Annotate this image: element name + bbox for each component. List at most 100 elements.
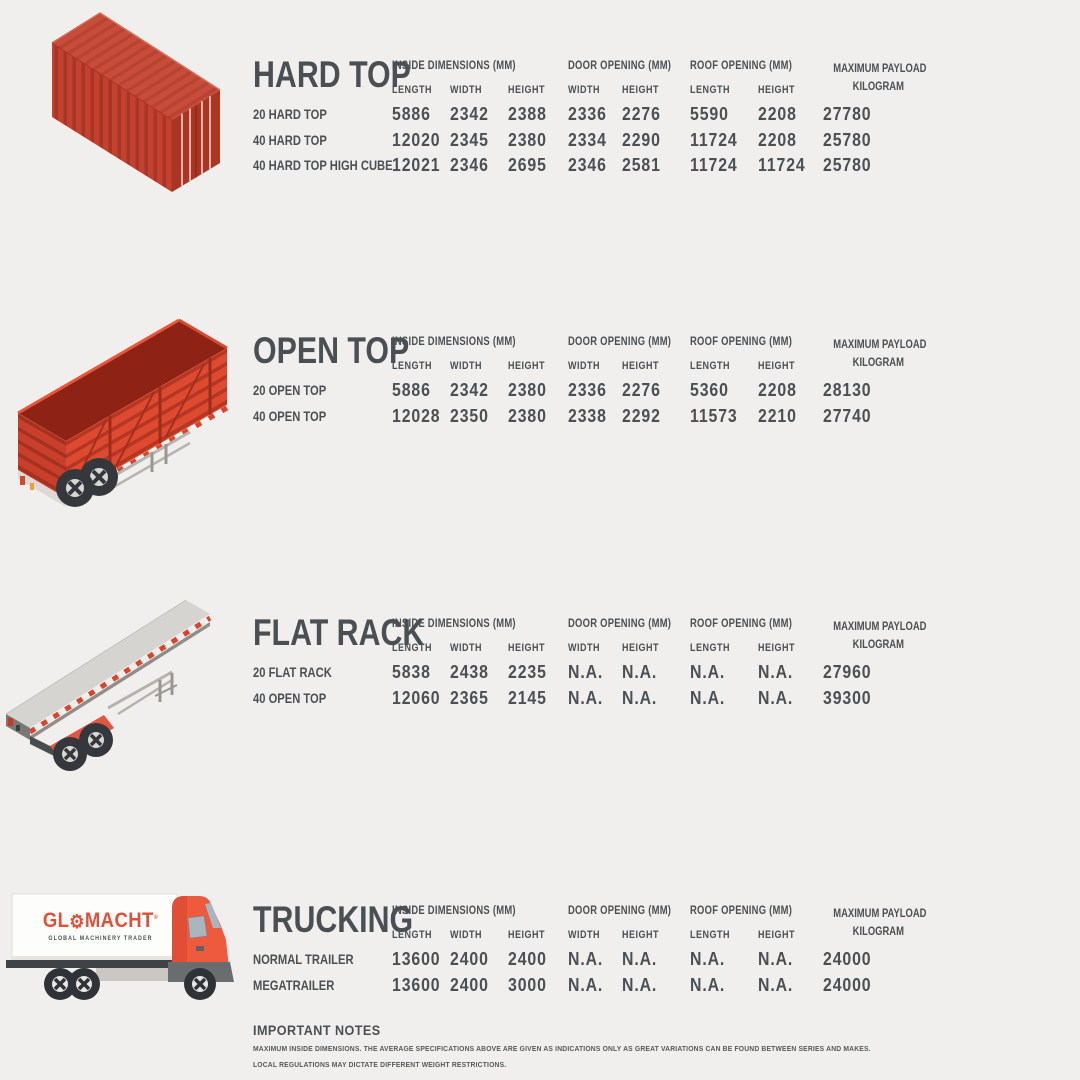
column-subheader: HEIGHT	[508, 84, 546, 96]
trailer-wheel-icon	[56, 469, 94, 507]
table-cell: 2342	[450, 104, 489, 124]
section-title: TRUCKING	[253, 899, 414, 940]
table-cell: N.A.	[758, 662, 794, 682]
row-label: MEGATRAILER	[253, 976, 335, 993]
truck-box-body	[11, 893, 178, 961]
column-header-inside-dimensions: INSIDE DIMENSIONS (MM)	[392, 618, 516, 630]
column-header-roof-opening: ROOF OPENING (MM)	[690, 60, 793, 72]
table-cell: 27960	[823, 662, 872, 682]
table-cell: N.A.	[622, 662, 658, 682]
table-cell: 2380	[508, 405, 547, 426]
trailer-wheel-icon	[79, 723, 113, 757]
table-cell: 2350	[450, 405, 489, 426]
turn-light-icon	[30, 483, 34, 490]
table-cell: 27780	[823, 104, 872, 124]
table-cell: N.A.	[622, 949, 658, 969]
table-cell: 2400	[508, 949, 547, 969]
row-label: 40 HARD TOP HIGH CUBE	[253, 157, 393, 173]
table-cell: 11573	[690, 405, 738, 426]
table-cell: 28130	[823, 380, 872, 400]
table-cell: 12060	[392, 687, 441, 708]
column-subheader: LENGTH	[690, 84, 731, 96]
column-header-roof-opening: ROOF OPENING (MM)	[690, 618, 793, 630]
table-cell: 2276	[622, 380, 661, 400]
row-label: NORMAL TRAILER	[253, 951, 354, 967]
notes-line: LOCAL REGULATIONS MAY DICTATE DIFFERENT …	[253, 1060, 507, 1069]
table-cell: 2581	[622, 155, 661, 175]
table-cell: 2400	[450, 974, 489, 995]
column-header-max-payload: MAXIMUM PAYLOAD KILOGRAM	[833, 621, 927, 651]
column-header-inside-dimensions: INSIDE DIMENSIONS (MM)	[392, 60, 516, 72]
table-cell: 2276	[622, 104, 661, 124]
table-cell: 2342	[450, 380, 489, 400]
table-cell: 2365	[450, 687, 489, 708]
column-subheader: WIDTH	[568, 642, 601, 654]
column-subheader: HEIGHT	[758, 84, 796, 96]
notes-line: MAXIMUM INSIDE DIMENSIONS. THE AVERAGE S…	[253, 1044, 871, 1053]
column-subheader: HEIGHT	[508, 929, 546, 941]
table-cell: 2345	[450, 129, 489, 150]
table-cell: 2400	[450, 949, 489, 969]
column-subheader: WIDTH	[568, 929, 601, 941]
column-header-door-opening: DOOR OPENING (MM)	[568, 905, 672, 917]
table-cell: N.A.	[568, 974, 604, 995]
table-cell: 5886	[392, 380, 431, 400]
column-header-max-payload: MAXIMUM PAYLOAD KILOGRAM	[833, 908, 927, 938]
column-header-inside-dimensions: INSIDE DIMENSIONS (MM)	[392, 905, 516, 917]
table-cell: 25780	[823, 129, 872, 150]
cab-window	[187, 915, 208, 939]
table-cell: 2380	[508, 380, 547, 400]
table-cell: 12021	[392, 155, 441, 175]
tail-light-icon	[8, 718, 13, 726]
column-header-max-payload: MAXIMUM PAYLOAD KILOGRAM	[833, 339, 927, 369]
table-cell: N.A.	[758, 974, 794, 995]
spec-table-hard-top: HARD TOP INSIDE DIMENSIONS (MM) DOOR OPE…	[253, 52, 935, 179]
truck-wheel-icon	[184, 968, 216, 1000]
table-cell: 2208	[758, 380, 797, 400]
windshield	[205, 903, 221, 928]
row-label: 20 HARD TOP	[253, 106, 327, 122]
table-cell: 2290	[622, 129, 661, 150]
column-subheader: HEIGHT	[622, 929, 660, 941]
notes-title: IMPORTANT NOTES	[253, 1022, 381, 1038]
table-cell: 2336	[568, 104, 607, 124]
column-subheader: LENGTH	[690, 360, 731, 372]
table-cell: 5360	[690, 380, 729, 400]
table-cell: 11724	[758, 155, 806, 175]
table-cell: 12028	[392, 405, 441, 426]
hard-top-container-illustration	[51, 12, 221, 192]
truck-wheel-icon	[68, 968, 100, 1000]
table-cell: N.A.	[758, 949, 794, 969]
table-cell: 2380	[508, 129, 547, 150]
table-cell: 2292	[622, 405, 661, 426]
table-cell: 2338	[568, 405, 607, 426]
table-cell: 2438	[450, 662, 489, 682]
flat-rack-illustration	[5, 599, 212, 771]
table-cell: 2334	[568, 129, 607, 150]
row-label: 40 HARD TOP	[253, 131, 327, 148]
table-cell: N.A.	[690, 687, 726, 708]
section-title: FLAT RACK	[253, 612, 425, 653]
table-cell: 2346	[568, 155, 607, 175]
registered-mark: ®	[153, 915, 159, 921]
container-side-face	[52, 43, 172, 192]
section-title: OPEN TOP	[253, 330, 410, 371]
table-cell: 2208	[758, 129, 797, 150]
table-cell: N.A.	[758, 687, 794, 708]
spec-table-open-top: OPEN TOP INSIDE DIMENSIONS (MM) DOOR OPE…	[253, 328, 935, 429]
table-cell: 13600	[392, 949, 441, 969]
column-header-roof-opening: ROOF OPENING (MM)	[690, 336, 793, 348]
column-subheader: HEIGHT	[758, 929, 796, 941]
column-subheader: HEIGHT	[758, 642, 796, 654]
spec-table-flat-rack: FLAT RACK INSIDE DIMENSIONS (MM) DOOR OP…	[253, 610, 935, 711]
column-header-door-opening: DOOR OPENING (MM)	[568, 60, 672, 72]
column-header-door-opening: DOOR OPENING (MM)	[568, 618, 672, 630]
column-subheader: LENGTH	[690, 642, 731, 654]
column-subheader: HEIGHT	[508, 642, 546, 654]
trailer-end-wall	[18, 413, 66, 498]
column-subheader: WIDTH	[568, 84, 601, 96]
table-cell: 2210	[758, 405, 797, 426]
table-cell: N.A.	[568, 949, 604, 969]
logo-tagline: GLOBAL MACHINERY TRADER	[48, 935, 153, 942]
